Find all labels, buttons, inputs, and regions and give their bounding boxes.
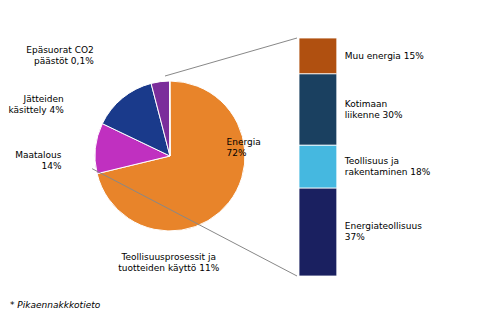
- svg-text:Energiateollisuus37%: Energiateollisuus37%: [345, 221, 422, 242]
- svg-text:Jätteidenkäsittely 4%: Jätteidenkäsittely 4%: [8, 94, 64, 115]
- svg-text:Energia72%: Energia72%: [227, 137, 261, 158]
- svg-text:Maatalous14%: Maatalous14%: [15, 150, 62, 171]
- svg-text:Teollisuusprosessit jatuotteid: Teollisuusprosessit jatuotteiden käyttö …: [118, 252, 219, 273]
- svg-text:Epäsuorat CO2päästöt 0,1%: Epäsuorat CO2päästöt 0,1%: [26, 45, 94, 66]
- svg-text:Kotimaanliikenne 30%: Kotimaanliikenne 30%: [345, 99, 403, 120]
- svg-text:Teollisuus jarakentaminen 18%: Teollisuus jarakentaminen 18%: [344, 156, 431, 177]
- svg-text:Muu energia 15%: Muu energia 15%: [345, 51, 424, 61]
- svg-text:* Pikaennakkkotieto: * Pikaennakkkotieto: [10, 300, 101, 310]
